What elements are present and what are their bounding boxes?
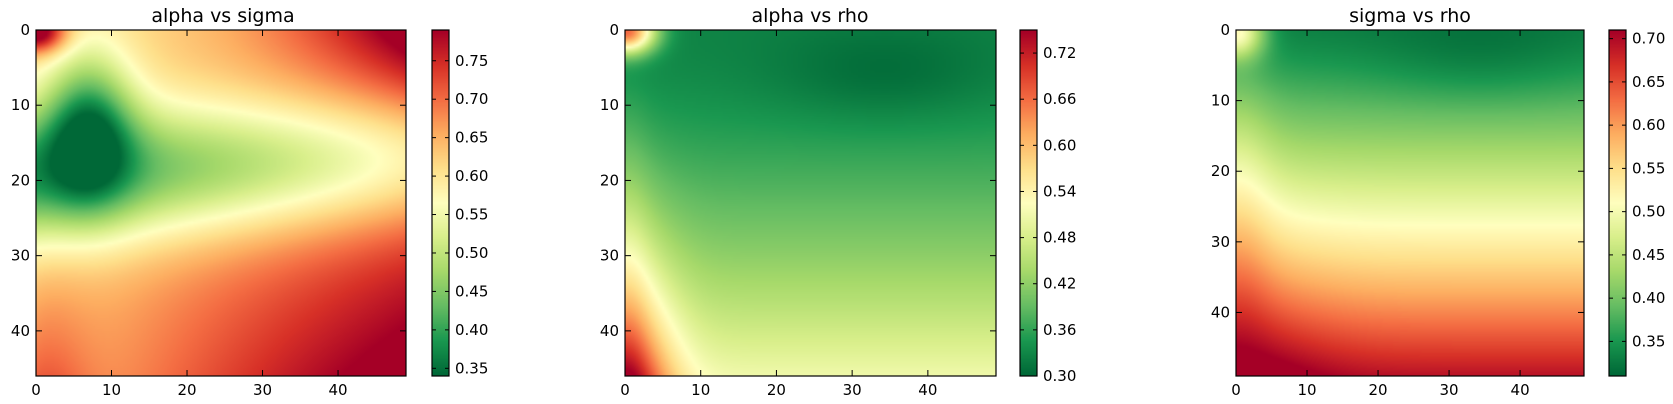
- y-tick-label: 40: [11, 322, 30, 340]
- colorbar-ticks: 0.30 0.36 0.42 0.48 0.54 0.60 0.66 0.72: [1020, 44, 1076, 385]
- colorbar-image: [1020, 30, 1037, 376]
- y-tick-label: 30: [11, 247, 30, 265]
- x-tick-label: 20: [1368, 381, 1387, 399]
- colorbar-tick-label: 0.35: [1632, 332, 1665, 350]
- plot-frame: [35, 29, 407, 377]
- y-tick-label: 0: [1220, 21, 1230, 39]
- colorbar-tick-label: 0.66: [1043, 90, 1076, 108]
- colorbar-tick-label: 0.36: [1043, 321, 1076, 339]
- x-tick-label: 30: [1440, 381, 1459, 399]
- panel-alpha-vs-rho: alpha vs rho 0 10 20 30 40 0 10 20 30 40 0.30 0.36…: [600, 5, 1077, 399]
- y-tick-label: 40: [600, 322, 619, 340]
- colorbar-tick-label: 0.50: [455, 244, 488, 262]
- chart-title: alpha vs sigma: [151, 5, 294, 27]
- colorbar-tick-label: 0.70: [1632, 30, 1665, 48]
- colorbar-tick-label: 0.54: [1043, 182, 1076, 200]
- y-tick-label: 10: [1211, 92, 1230, 110]
- y-tick-label: 30: [1211, 233, 1230, 251]
- x-tick-label: 30: [253, 381, 272, 399]
- y-tick-label: 10: [600, 96, 619, 114]
- colorbar-image: [432, 30, 449, 376]
- colorbar-tick-label: 0.72: [1043, 44, 1076, 62]
- x-tick-label: 20: [177, 381, 196, 399]
- colorbar-tick-label: 0.30: [1043, 367, 1076, 385]
- x-tick-label: 40: [918, 381, 937, 399]
- y-tick-label: 0: [609, 21, 619, 39]
- colorbar-tick-label: 0.75: [455, 52, 488, 70]
- y-tick-label: 20: [600, 171, 619, 189]
- heatmap-image: [625, 30, 996, 376]
- y-tick-label: 20: [11, 171, 30, 189]
- x-tick-label: 10: [1297, 381, 1316, 399]
- colorbar-frame: [431, 29, 450, 377]
- colorbar-tick-label: 0.40: [455, 321, 488, 339]
- x-tick-label: 40: [328, 381, 347, 399]
- colorbar-tick-label: 0.55: [1632, 159, 1665, 177]
- axis-ticks: 0 10 20 30 40 0 10 20 30 40: [11, 21, 406, 399]
- colorbar-frame: [1019, 29, 1038, 377]
- colorbar-tick-label: 0.48: [1043, 229, 1076, 247]
- heatmap-image: [36, 30, 406, 376]
- y-tick-label: 40: [1211, 303, 1230, 321]
- heatmap-image: [1236, 30, 1584, 376]
- x-tick-label: 20: [767, 381, 786, 399]
- x-tick-label: 10: [102, 381, 121, 399]
- axis-ticks: 0 10 20 30 40 0 10 20 30 40: [1211, 21, 1584, 399]
- x-tick-label: 0: [1231, 381, 1241, 399]
- colorbar-tick-label: 0.45: [455, 282, 488, 300]
- panel-sigma-vs-rho: sigma vs rho 0 10 20 30 40 0 10 20 30 40 0.35 0.40…: [1211, 5, 1666, 399]
- colorbar-tick-label: 0.42: [1043, 275, 1076, 293]
- colorbar-tick-label: 0.60: [455, 167, 488, 185]
- x-tick-label: 0: [31, 381, 41, 399]
- colorbar-tick-label: 0.70: [455, 90, 488, 108]
- colorbar-image: [1609, 30, 1626, 376]
- colorbar-tick-label: 0.60: [1043, 136, 1076, 154]
- x-tick-label: 10: [691, 381, 710, 399]
- colorbar-ticks: 0.35 0.40 0.45 0.50 0.55 0.60 0.65 0.70: [1609, 30, 1665, 350]
- chart-title: sigma vs rho: [1349, 5, 1471, 27]
- axis-ticks: 0 10 20 30 40 0 10 20 30 40: [600, 21, 996, 399]
- chart-title: alpha vs rho: [751, 5, 868, 27]
- x-tick-label: 40: [1511, 381, 1530, 399]
- y-tick-label: 0: [20, 21, 30, 39]
- y-tick-label: 10: [11, 96, 30, 114]
- colorbar-tick-label: 0.65: [1632, 73, 1665, 91]
- x-tick-label: 0: [620, 381, 630, 399]
- colorbar-frame: [1608, 29, 1627, 377]
- colorbar-tick-label: 0.45: [1632, 246, 1665, 264]
- y-tick-label: 20: [1211, 162, 1230, 180]
- x-tick-label: 30: [843, 381, 862, 399]
- colorbar-tick-label: 0.60: [1632, 116, 1665, 134]
- colorbar-tick-label: 0.35: [455, 359, 488, 377]
- colorbar-tick-label: 0.40: [1632, 289, 1665, 307]
- plot-frame: [624, 29, 997, 377]
- colorbar-tick-label: 0.55: [455, 206, 488, 224]
- plot-frame: [1235, 29, 1585, 377]
- colorbar-ticks: 0.35 0.40 0.45 0.50 0.55 0.60 0.65 0.70 0.75: [432, 52, 488, 377]
- colorbar-tick-label: 0.65: [455, 129, 488, 147]
- colorbar-tick-label: 0.50: [1632, 203, 1665, 221]
- y-tick-label: 30: [600, 247, 619, 265]
